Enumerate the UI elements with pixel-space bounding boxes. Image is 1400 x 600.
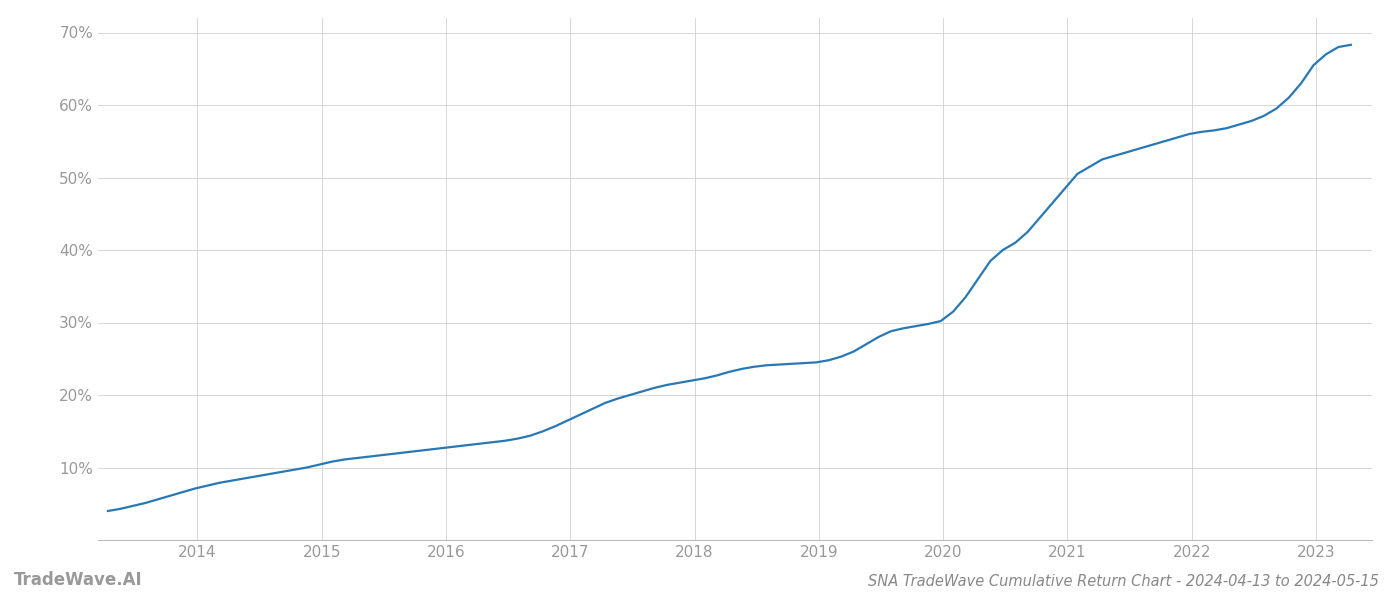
Text: TradeWave.AI: TradeWave.AI <box>14 571 143 589</box>
Text: SNA TradeWave Cumulative Return Chart - 2024-04-13 to 2024-05-15: SNA TradeWave Cumulative Return Chart - … <box>868 574 1379 589</box>
